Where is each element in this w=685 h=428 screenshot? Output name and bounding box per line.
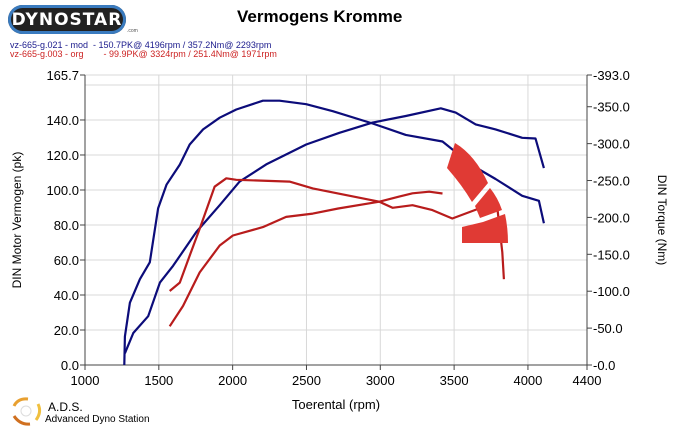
x-tick-label: 2000 [218, 373, 247, 388]
red-fan-overlay [447, 143, 508, 243]
y-tick-label: 120.0 [46, 148, 79, 163]
logo-text: DYNOSTAR [11, 9, 123, 30]
x-tick-label: 4400 [573, 373, 602, 388]
x-tick-label: 2500 [292, 373, 321, 388]
y2-axis-title: DIN Torque (Nm) [655, 175, 669, 265]
y-tick-label: 80.0 [54, 218, 79, 233]
x-tick-label: 1500 [144, 373, 173, 388]
legend-entry-org: vz-665-g.003 - org - 99.9PK@ 3324rpm / 2… [10, 49, 277, 59]
y2-tick-label: -300.0 [593, 137, 630, 152]
y-tick-label: 20.0 [54, 323, 79, 338]
y2-tick-label: -100.0 [593, 284, 630, 299]
y-tick-label: 100.0 [46, 183, 79, 198]
y-axis-title: DIN Motor Vermogen (pk) [10, 152, 24, 289]
x-tick-label: 3000 [366, 373, 395, 388]
y2-tick-label: -50.0 [593, 321, 623, 336]
series-line-org-torque [168, 177, 443, 292]
y-tick-label: 60.0 [54, 253, 79, 268]
x-tick-label: 3500 [440, 373, 469, 388]
dynostar-logo: DYNOSTAR [8, 5, 126, 34]
x-tick-label: 1000 [71, 373, 100, 388]
y2-tick-label: -200.0 [593, 210, 630, 225]
series-line-mod-power [123, 107, 545, 354]
legend-entry-mod: vz-665-g.021 - mod - 150.7PK@ 4196rpm / … [10, 40, 272, 50]
y-tick-label: 0.0 [61, 358, 79, 373]
y2-tick-label: -393.0 [593, 68, 630, 83]
x-tick-label: 4000 [513, 373, 542, 388]
ads-logo-icon [12, 397, 42, 426]
logo-sub: .com [127, 28, 138, 34]
footer-subtitle: Advanced Dyno Station [45, 414, 150, 425]
footer-brand: A.D.S. [48, 400, 83, 414]
x-axis-title: Toerental (rpm) [292, 397, 380, 412]
y-tick-label: 165.7 [46, 68, 79, 83]
y-tick-label: 140.0 [46, 113, 79, 128]
y2-tick-label: -350.0 [593, 100, 630, 115]
chart-title-text: Vermogens Kromme [237, 7, 403, 26]
y2-tick-label: -150.0 [593, 247, 630, 262]
y2-tick-label: -250.0 [593, 174, 630, 189]
y2-tick-label: -0.0 [593, 358, 615, 373]
y-tick-label: 40.0 [54, 288, 79, 303]
